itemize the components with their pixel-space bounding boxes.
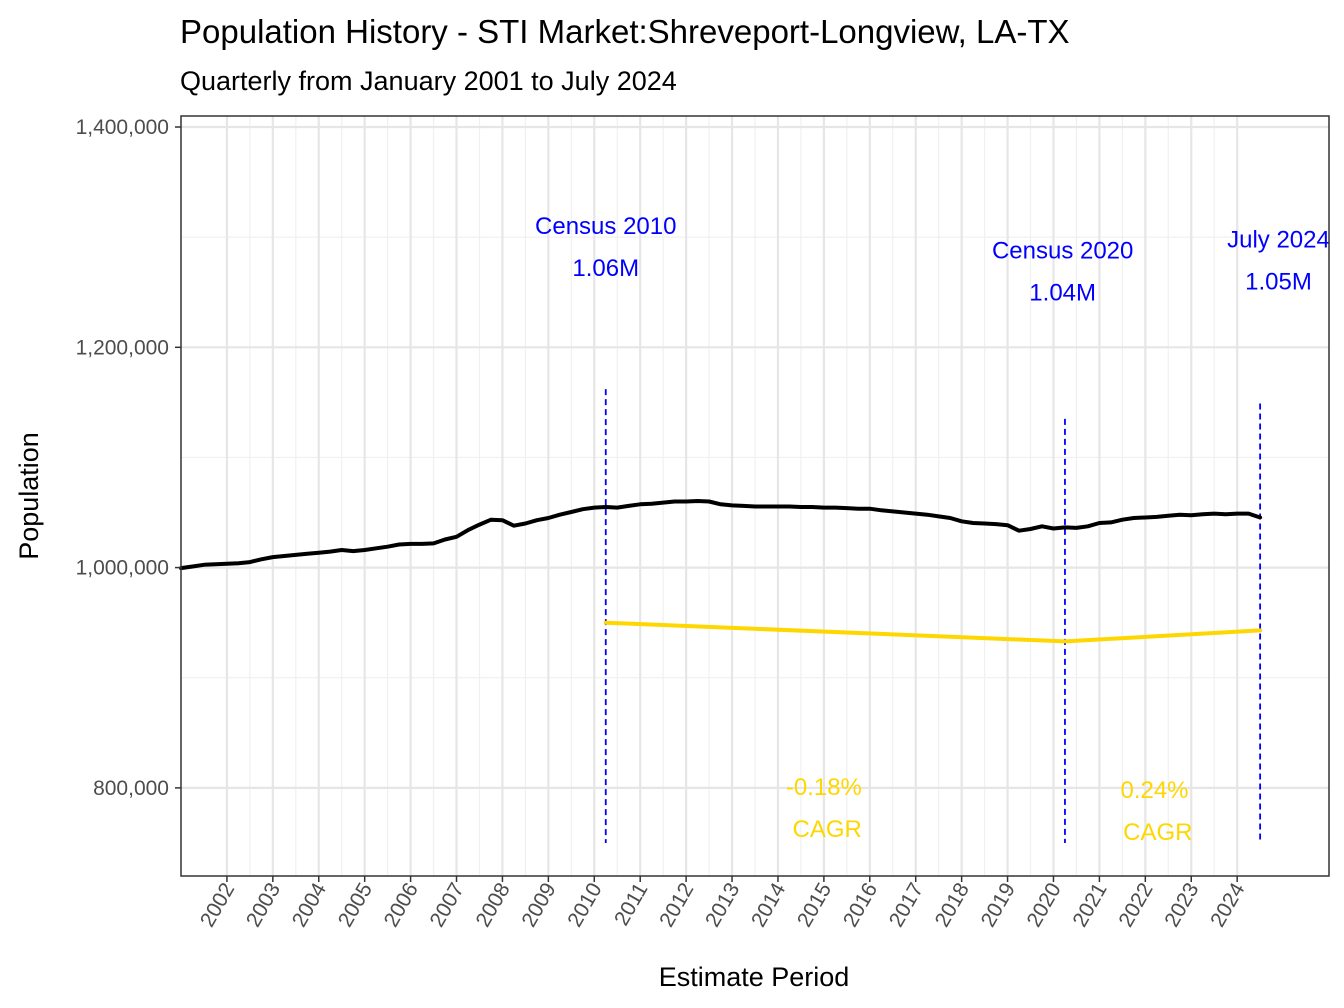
y-axis-title: Population (14, 432, 44, 560)
x-tick-label: 2016 (839, 879, 882, 931)
x-tick-label: 2005 (334, 879, 377, 931)
x-tick-label: 2007 (426, 879, 469, 931)
y-tick-label: 1,400,000 (76, 116, 169, 139)
population-series-line (179, 499, 1263, 571)
x-tick-label: 2022 (1114, 879, 1157, 931)
x-tick-label: 2015 (793, 879, 836, 931)
chart-title: Population History - STI Market:Shrevepo… (180, 13, 1070, 50)
annotation-label: CAGR (786, 816, 862, 843)
x-tick-label: 2020 (1023, 879, 1066, 931)
x-tick-label: 2009 (517, 879, 560, 931)
y-axis: 800,000 1,000,000 1,200,000 1,400,000 (76, 116, 181, 800)
annotation-label: 1.05M (1245, 268, 1312, 295)
x-tick-label: 2021 (1068, 879, 1111, 931)
x-tick-label: 2024 (1206, 879, 1249, 931)
grid-lines (181, 116, 1329, 876)
annotation-label: Census 2020 (992, 237, 1133, 264)
y-tick-label: 800,000 (93, 777, 169, 800)
reference-lines (604, 389, 1262, 843)
x-tick-label: 2010 (563, 879, 606, 931)
y-tick-label: 1,200,000 (76, 336, 169, 359)
x-tick-label: 2013 (701, 879, 744, 931)
chart-subtitle: Quarterly from January 2001 to July 2024 (180, 66, 677, 96)
x-tick-label: 2018 (931, 879, 974, 931)
x-tick-label: 2004 (288, 879, 331, 931)
x-tick-label: 2003 (242, 879, 285, 931)
annotation-label: 1.06M (572, 255, 639, 282)
annotation-label: CAGR (1116, 819, 1192, 846)
plot-panel-border (180, 115, 1330, 877)
annotation-label: -0.18% (786, 774, 862, 801)
x-tick-label: 2017 (885, 879, 928, 931)
cagr-trend-line (603, 620, 1263, 644)
x-axis-title: Estimate Period (659, 962, 850, 992)
x-axis: 2002 2003 2004 2005 2006 2007 2008 2009 2010 2011… (196, 876, 1250, 931)
x-tick-label: 2011 (610, 879, 653, 930)
annotation-label: 0.24% (1120, 777, 1188, 804)
x-tick-label: 2008 (471, 879, 514, 931)
x-tick-label: 2019 (977, 879, 1020, 931)
x-tick-label: 2012 (655, 879, 698, 931)
x-tick-label: 2014 (747, 879, 790, 931)
annotation-label: 1.04M (1029, 279, 1096, 306)
y-tick-label: 1,000,000 (76, 557, 169, 580)
data-series (179, 499, 1263, 644)
annotations: Census 2010 1.06M Census 2020 1.04M July 202… (535, 213, 1330, 846)
x-tick-label: 2002 (196, 879, 239, 931)
annotation-label: July 2024 (1227, 226, 1330, 253)
annotation-label: Census 2010 (535, 213, 676, 240)
x-tick-label: 2006 (380, 879, 423, 931)
x-tick-label: 2023 (1160, 879, 1203, 931)
